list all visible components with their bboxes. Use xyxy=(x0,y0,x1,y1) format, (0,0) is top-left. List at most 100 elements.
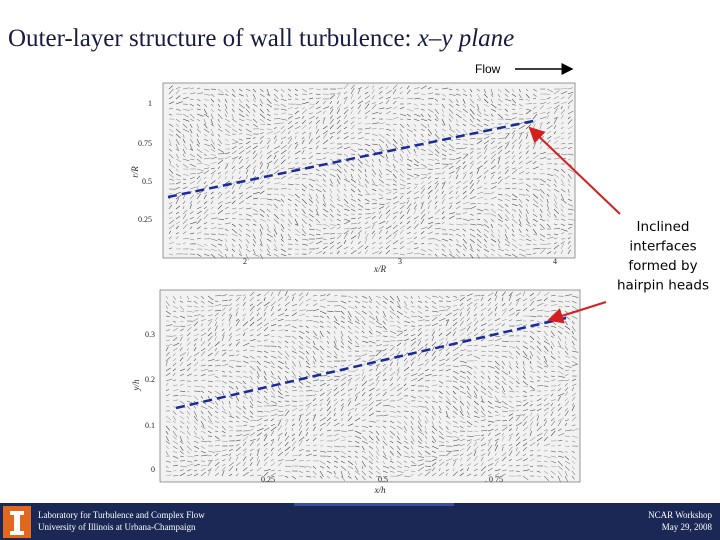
vector xyxy=(438,459,443,462)
vector xyxy=(221,466,226,472)
vector xyxy=(382,398,389,402)
vector xyxy=(242,370,247,373)
vector xyxy=(182,133,185,139)
vector xyxy=(231,128,238,133)
vector xyxy=(340,330,344,337)
vector xyxy=(287,93,292,98)
vector xyxy=(476,165,483,170)
vector xyxy=(315,237,323,240)
vector xyxy=(238,88,243,92)
vector xyxy=(189,138,194,144)
vector xyxy=(350,188,355,193)
vector xyxy=(347,377,353,382)
vector xyxy=(249,355,255,359)
vector xyxy=(249,311,254,317)
vector xyxy=(294,208,298,212)
vector xyxy=(329,237,336,240)
vector xyxy=(368,357,374,362)
vector xyxy=(266,213,270,218)
vector xyxy=(319,428,323,432)
vector xyxy=(308,132,312,135)
vector xyxy=(308,162,313,165)
vector xyxy=(361,392,366,397)
vector xyxy=(434,108,439,114)
vector xyxy=(249,474,255,477)
vector xyxy=(256,312,260,317)
vector xyxy=(427,216,434,220)
vector xyxy=(487,339,494,342)
vector xyxy=(231,238,236,242)
vector xyxy=(392,191,398,195)
vector xyxy=(203,194,207,200)
vector xyxy=(571,330,574,335)
vector xyxy=(186,469,192,472)
vector xyxy=(249,296,255,302)
vector xyxy=(399,178,406,183)
vector xyxy=(406,113,411,117)
vector xyxy=(389,305,395,312)
vector xyxy=(245,145,252,150)
vector xyxy=(252,238,257,244)
vector xyxy=(277,414,284,417)
vector xyxy=(371,211,376,215)
vector xyxy=(193,295,199,299)
vector xyxy=(539,122,543,125)
vector xyxy=(396,320,401,324)
vector xyxy=(245,103,250,109)
vector xyxy=(497,98,503,103)
vector xyxy=(301,228,307,235)
vector xyxy=(424,471,431,477)
vector xyxy=(522,464,529,467)
vector xyxy=(515,365,519,369)
vector xyxy=(193,358,197,362)
vector xyxy=(564,465,570,471)
vector xyxy=(494,365,500,371)
vector xyxy=(515,330,522,332)
interface-line xyxy=(167,118,539,199)
vector xyxy=(385,133,390,136)
vector xyxy=(375,300,381,306)
vector xyxy=(550,389,555,392)
vector xyxy=(357,230,362,235)
vector xyxy=(473,455,478,462)
vector xyxy=(368,397,372,402)
vector xyxy=(336,213,341,217)
vector xyxy=(494,453,497,457)
vector xyxy=(284,475,289,478)
vector xyxy=(567,116,571,120)
vector xyxy=(511,139,517,145)
vector xyxy=(413,128,417,132)
vector xyxy=(326,315,330,319)
vector xyxy=(406,231,411,235)
vector xyxy=(441,108,444,113)
vector xyxy=(497,223,503,227)
x-tick-label: 4 xyxy=(553,257,557,266)
vector xyxy=(364,148,370,153)
vector xyxy=(501,333,508,337)
vector xyxy=(529,300,535,307)
vector xyxy=(525,248,530,251)
vector xyxy=(343,120,349,125)
vector xyxy=(448,253,455,258)
vector xyxy=(438,425,443,430)
vector xyxy=(364,110,371,115)
vector xyxy=(277,308,282,312)
vector xyxy=(571,414,576,417)
vector xyxy=(399,148,404,154)
vector xyxy=(487,415,493,418)
vector xyxy=(543,345,549,352)
vector xyxy=(371,85,375,90)
vector xyxy=(455,113,462,119)
vector xyxy=(431,350,436,357)
vector xyxy=(413,113,421,117)
vector xyxy=(312,335,319,340)
vector xyxy=(427,163,434,167)
vector xyxy=(224,238,228,243)
vector xyxy=(511,128,516,130)
vector xyxy=(564,335,567,340)
vector xyxy=(431,316,438,322)
vector xyxy=(417,327,422,332)
vector xyxy=(368,412,374,417)
vector xyxy=(193,469,197,472)
vector xyxy=(357,241,362,245)
